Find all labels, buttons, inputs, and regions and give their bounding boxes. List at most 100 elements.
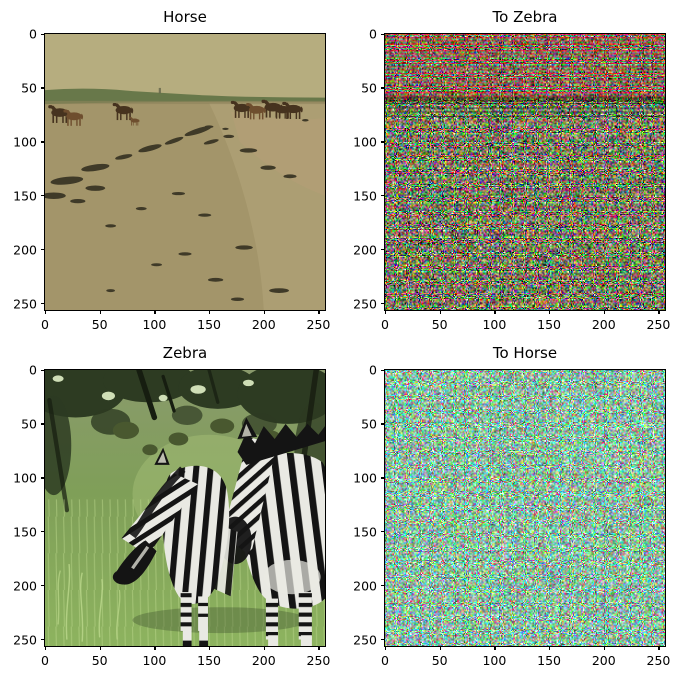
x-tick — [318, 646, 320, 650]
x-tick-label: 100 — [142, 317, 167, 332]
ground-shadow — [132, 607, 308, 634]
x-tick — [154, 646, 156, 650]
x-tick-label: 200 — [591, 653, 616, 668]
panel-title-to-horse: To Horse — [492, 344, 558, 362]
y-tick — [41, 423, 45, 425]
x-tick-label: 100 — [482, 653, 507, 668]
x-tick-label: 200 — [251, 317, 276, 332]
x-tick-label: 150 — [197, 317, 221, 332]
y-tick-label: 50 — [21, 80, 37, 96]
y-tick-label: 250 — [13, 296, 37, 312]
x-tick-label: 0 — [41, 653, 49, 668]
y-tick-label: 150 — [353, 188, 377, 204]
y-tick-label: 0 — [369, 26, 377, 42]
y-tick — [41, 195, 45, 197]
x-tick-label: 150 — [197, 653, 221, 668]
x-tick-label: 250 — [646, 317, 671, 332]
x-tick-label: 0 — [381, 317, 389, 332]
x-tick — [385, 310, 387, 314]
x-tick — [658, 310, 660, 314]
zebra-right — [218, 417, 325, 646]
y-tick — [41, 531, 45, 533]
y-tick-label: 150 — [353, 524, 377, 540]
subplot-horse: Horse — [13, 8, 330, 333]
x-tick — [45, 646, 47, 650]
x-tick — [99, 646, 101, 650]
y-tick-label: 200 — [13, 578, 37, 594]
y-tick-label: 50 — [361, 416, 377, 432]
x-tick — [99, 310, 101, 314]
y-tick — [41, 87, 45, 89]
y-tick — [41, 639, 45, 641]
y-tick — [41, 303, 45, 305]
panel-title-to-zebra: To Zebra — [492, 8, 558, 26]
x-tick — [45, 310, 47, 314]
y-tick-label: 100 — [353, 470, 377, 486]
axes-frame-horse: 0 50 100 150 200 250 0 50 100 150 200 250 — [13, 27, 330, 333]
panel-title-zebra: Zebra — [162, 344, 208, 362]
axes-frame-zebra: 0 50 100 150 200 250 0 50 100 150 200 250 — [13, 363, 330, 669]
x-tick — [549, 646, 551, 650]
x-tick-label: 0 — [41, 317, 49, 332]
zebra-mane — [129, 466, 186, 539]
y-tick — [381, 369, 385, 371]
y-tick-label: 50 — [21, 416, 37, 432]
x-tick-label: 100 — [482, 317, 507, 332]
y-tick-label: 0 — [29, 26, 37, 42]
x-tick-label: 150 — [537, 317, 561, 332]
y-tick-label: 200 — [353, 578, 377, 594]
x-tick — [209, 310, 211, 314]
y-tick — [41, 369, 45, 371]
x-tick — [603, 646, 605, 650]
zebra-photo — [45, 370, 325, 646]
x-tick-label: 50 — [431, 653, 448, 668]
y-tick — [381, 477, 385, 479]
y-tick-label: 150 — [13, 524, 37, 540]
foreground-grass-blades — [57, 563, 121, 642]
x-tick-label: 0 — [381, 653, 389, 668]
x-tick — [494, 310, 496, 314]
y-tick — [381, 585, 385, 587]
horse-photo — [45, 34, 325, 310]
x-tick-label: 150 — [537, 653, 561, 668]
x-tick-label: 50 — [431, 317, 448, 332]
y-tick-label: 100 — [13, 134, 37, 150]
y-tick — [41, 141, 45, 143]
y-tick-label: 250 — [13, 632, 37, 648]
subplot-to-horse: To Horse 0 50 100 150 200 250 0 50 100 150 200 250 — [353, 344, 670, 669]
y-tick — [381, 87, 385, 89]
x-tick-label: 200 — [251, 653, 276, 668]
x-tick-label: 250 — [646, 653, 671, 668]
y-tick — [381, 639, 385, 641]
zebra-left — [112, 447, 238, 646]
y-tick — [41, 33, 45, 35]
x-tick-label: 200 — [591, 317, 616, 332]
x-tick — [439, 310, 441, 314]
axes-frame-to-horse: 0 50 100 150 200 250 0 50 100 150 200 250 — [353, 363, 670, 669]
y-tick — [41, 477, 45, 479]
x-tick — [385, 646, 387, 650]
panel-title-horse: Horse — [163, 8, 207, 26]
x-tick-label: 50 — [91, 653, 108, 668]
sky-gaps — [52, 375, 254, 402]
y-tick — [381, 531, 385, 533]
x-tick — [439, 646, 441, 650]
y-tick-label: 50 — [361, 80, 377, 96]
y-tick-label: 0 — [29, 362, 37, 378]
y-tick — [381, 423, 385, 425]
x-tick — [494, 646, 496, 650]
noise-canvas-to-horse — [385, 370, 665, 646]
debris-streaks — [45, 118, 309, 301]
pink-sand — [230, 111, 325, 196]
subplot-zebra: Zebra — [13, 344, 330, 669]
x-tick — [154, 310, 156, 314]
y-tick — [381, 303, 385, 305]
distant-figure — [158, 87, 161, 94]
x-tick — [549, 310, 551, 314]
axes-frame-to-zebra: 0 50 100 150 200 250 0 50 100 150 200 250 — [353, 27, 670, 333]
y-tick — [41, 249, 45, 251]
x-tick — [603, 310, 605, 314]
y-tick — [381, 195, 385, 197]
zebra-mane — [237, 423, 325, 465]
